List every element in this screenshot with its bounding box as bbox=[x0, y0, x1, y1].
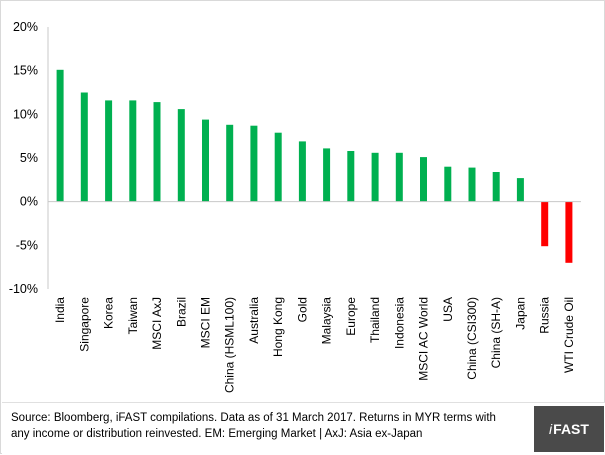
bar bbox=[56, 69, 64, 202]
y-tick-label: -10% bbox=[9, 282, 38, 296]
y-tick-label: 0% bbox=[20, 195, 38, 209]
bar bbox=[395, 152, 403, 202]
ifast-logo: i FAST bbox=[534, 406, 604, 452]
x-tick-label: Russia bbox=[538, 297, 552, 334]
y-tick-label: -5% bbox=[16, 238, 38, 252]
x-tick-label: USA bbox=[441, 297, 455, 322]
x-tick-label: China (SH-A) bbox=[489, 297, 503, 368]
bar bbox=[347, 151, 355, 202]
bar bbox=[105, 100, 113, 202]
bar bbox=[80, 92, 88, 202]
x-tick-label: Korea bbox=[102, 297, 116, 329]
bar bbox=[565, 201, 573, 263]
x-tick-label: Indonesia bbox=[392, 297, 406, 349]
bar bbox=[492, 172, 500, 202]
x-tick-label: Australia bbox=[247, 297, 261, 344]
bar bbox=[371, 152, 379, 202]
bar bbox=[298, 141, 306, 202]
bar bbox=[226, 124, 234, 202]
x-tick-label: India bbox=[53, 297, 67, 323]
y-tick-label: 5% bbox=[20, 151, 38, 165]
bar bbox=[541, 201, 549, 247]
x-tick-label: Hong Kong bbox=[271, 297, 285, 357]
x-tick-label: MSCI AxJ bbox=[150, 297, 164, 350]
source-line-2: any income or distribution reinvested. E… bbox=[11, 428, 423, 440]
x-tick-label: Gold bbox=[295, 297, 309, 322]
bar bbox=[468, 167, 476, 202]
x-tick-label: Malaysia bbox=[320, 297, 334, 345]
x-tick-label: China (HSML100) bbox=[223, 297, 237, 393]
bar bbox=[516, 178, 524, 202]
logo-text: FAST bbox=[553, 421, 589, 437]
x-tick-label: MSCI AC World bbox=[417, 297, 431, 381]
x-tick-label: China (CSI300) bbox=[465, 297, 479, 380]
bar bbox=[420, 157, 427, 202]
source-line-1: Source: Bloomberg, iFAST compilations. D… bbox=[11, 412, 496, 424]
logo-i: i bbox=[549, 421, 553, 437]
x-tick-label: WTI Crude Oil bbox=[562, 297, 576, 373]
bar bbox=[444, 166, 452, 202]
source-note: Source: Bloomberg, iFAST compilations. D… bbox=[11, 410, 531, 442]
x-tick-label: MSCI EM bbox=[198, 297, 212, 348]
bar bbox=[129, 100, 137, 202]
bar-chart: 20% 15% 10% 5% 0% -5% -10% India Singapore Korea T… bbox=[9, 20, 581, 393]
bar bbox=[323, 148, 331, 202]
bar bbox=[177, 109, 185, 202]
x-tick-label: Europe bbox=[344, 297, 358, 336]
y-tick-label: 10% bbox=[13, 107, 38, 121]
x-tick-label: Thailand bbox=[368, 297, 382, 343]
bar bbox=[202, 119, 209, 202]
bar bbox=[274, 132, 282, 202]
footer: Source: Bloomberg, iFAST compilations. D… bbox=[2, 402, 605, 455]
x-tick-label: Singapore bbox=[77, 297, 91, 352]
x-tick-label: Brazil bbox=[174, 297, 188, 327]
bar bbox=[250, 125, 258, 202]
y-tick-label: 15% bbox=[13, 64, 38, 78]
x-tick-label: Japan bbox=[513, 297, 527, 330]
y-tick-label: 20% bbox=[13, 20, 38, 34]
bar bbox=[153, 102, 161, 202]
x-tick-label: Taiwan bbox=[126, 297, 140, 334]
